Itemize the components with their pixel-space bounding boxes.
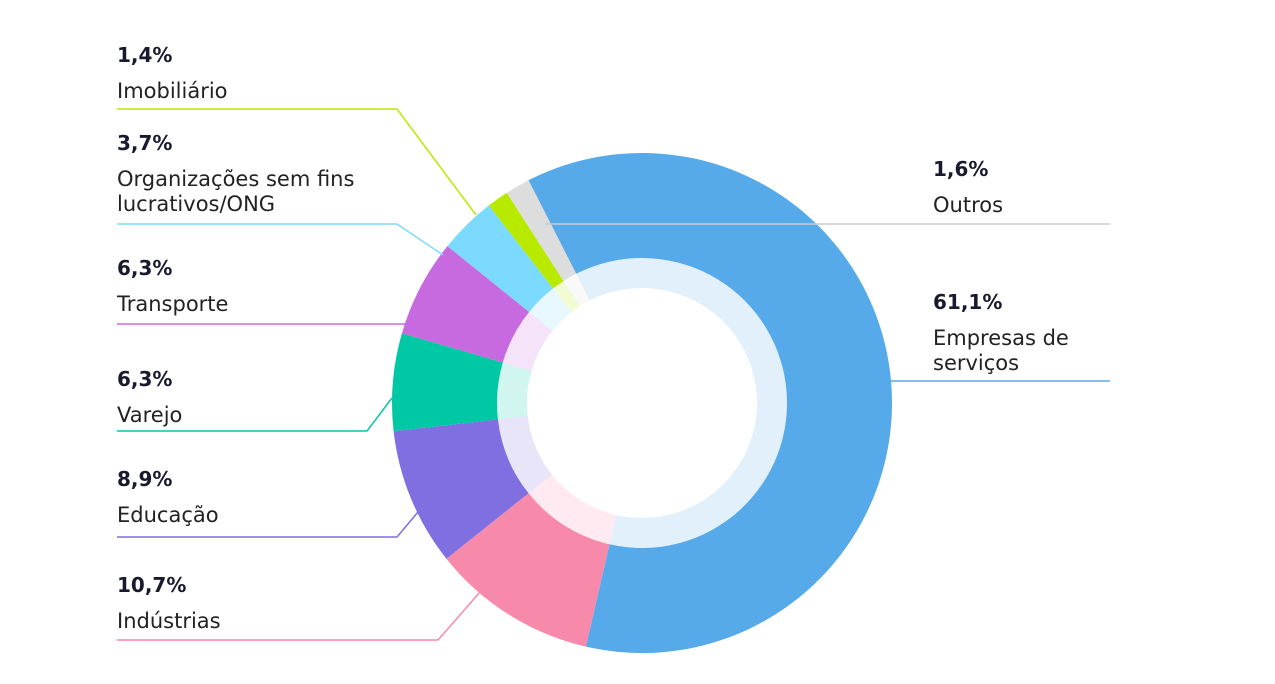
slice-label: 10,7% Indústrias <box>117 573 407 634</box>
inner-ring <box>497 362 532 420</box>
slice <box>447 205 554 312</box>
inner-ring <box>563 273 590 307</box>
slice <box>506 180 577 282</box>
value-label: 1,6% <box>933 157 989 181</box>
slice <box>528 153 893 653</box>
inner-ring <box>553 281 580 313</box>
slice <box>393 419 529 559</box>
leader-line <box>117 591 481 641</box>
slice-label: 3,7% Organizações sem fins lucrativos/ONG <box>117 131 407 217</box>
slice-label: 6,3% Transporte <box>117 256 407 317</box>
value-label: 6,3% <box>117 367 173 391</box>
slice-label: 6,3% Varejo <box>117 367 407 428</box>
inner-ring <box>529 288 572 331</box>
value-label: 8,9% <box>117 467 173 491</box>
slice <box>401 246 530 363</box>
leader-line <box>117 397 393 432</box>
category-label: Transporte <box>117 292 229 316</box>
category-label: Educação <box>117 503 219 527</box>
slice-label: 1,6% Outros <box>933 157 1123 218</box>
inner-ring <box>497 415 553 494</box>
category-label: Empresas de serviços <box>933 326 1069 375</box>
leader-line <box>117 223 444 256</box>
slice-label: 61,1% Empresas de serviços <box>933 290 1123 376</box>
leader-line <box>117 108 477 216</box>
value-label: 1,4% <box>117 43 173 67</box>
leader-line <box>117 511 419 538</box>
slice <box>446 493 610 647</box>
slice-label: 8,9% Educação <box>117 467 407 528</box>
category-label: Indústrias <box>117 609 221 633</box>
slice <box>392 333 503 432</box>
inner-ring <box>528 474 617 545</box>
category-label: Outros <box>933 193 1004 217</box>
value-label: 3,7% <box>117 131 173 155</box>
inner-ring <box>502 311 553 371</box>
value-label: 10,7% <box>117 573 187 597</box>
slice-label: 1,4% Imobiliário <box>117 43 407 104</box>
category-label: Varejo <box>117 403 183 427</box>
inner-ring <box>576 257 788 548</box>
value-label: 6,3% <box>117 256 173 280</box>
category-label: Organizações sem fins lucrativos/ONG <box>117 167 355 216</box>
slice <box>488 192 564 289</box>
value-label: 61,1% <box>933 290 1003 314</box>
category-label: Imobiliário <box>117 79 228 103</box>
